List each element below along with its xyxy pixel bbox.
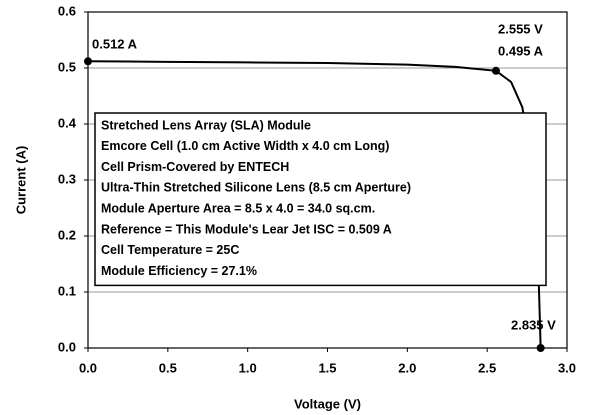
y-tick-label: 0.0 [58,339,76,354]
x-tick-label: 2.0 [398,360,416,375]
x-axis-label: Voltage (V) [294,396,361,411]
box-line: Module Aperture Area = 8.5 x 4.0 = 34.0 … [101,201,375,215]
y-tick-label: 0.2 [58,227,76,242]
x-tick-label: 2.5 [478,360,496,375]
x-tick-label: 1.5 [318,360,336,375]
plot-frame [87,11,568,349]
point-marker [491,66,500,75]
point-marker [84,57,92,66]
x-tick-label: 0.0 [79,360,97,375]
box-line: Cell Temperature = 25C [101,243,239,257]
y-tick-label: 0.4 [58,115,77,130]
annotation: 0.512 A [92,36,138,51]
annotation: 2.835 V [511,317,556,332]
box-line: Reference = This Module's Lear Jet ISC =… [101,222,392,236]
y-axis-label: Current (A) [13,146,28,215]
box-line: Ultra-Thin Stretched Silicone Lens (8.5 … [101,181,411,195]
text-box [94,112,547,287]
y-tick-label: 0.6 [58,3,76,18]
box-line: Cell Prism-Covered by ENTECH [101,160,289,174]
x-tick-label: 0.5 [159,360,177,375]
x-tick-label: 3.0 [558,360,576,375]
x-tick-label: 1.0 [239,360,257,375]
box-line: Stretched Lens Array (SLA) Module [101,118,311,132]
box-line: Emcore Cell (1.0 cm Active Width x 4.0 c… [101,139,389,153]
y-tick-label: 0.1 [58,283,76,298]
box-line: Module Efficiency = 27.1% [101,264,257,278]
annotation: 0.495 A [498,43,544,58]
y-tick-label: 0.5 [58,59,76,74]
point-marker [536,344,545,352]
y-tick-label: 0.3 [58,171,76,186]
annotation: 2.555 V [498,21,543,36]
